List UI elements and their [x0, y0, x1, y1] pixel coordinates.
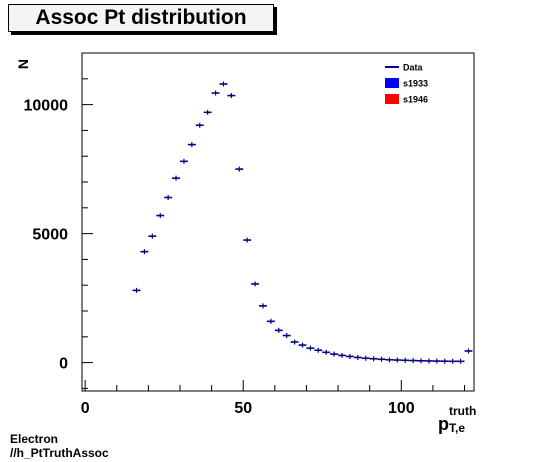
data-point [322, 349, 331, 355]
data-point [393, 357, 402, 363]
legend-label: s1946 [403, 95, 428, 105]
data-point [464, 348, 473, 354]
data-point [266, 318, 275, 324]
x-tick-label: 100 [388, 400, 415, 417]
data-point [377, 356, 386, 362]
legend-swatch [385, 78, 399, 88]
footer-line2: //h_PtTruthAssoc [10, 446, 109, 460]
x-axis-label: p truth T,e [438, 404, 476, 435]
data-point [290, 339, 299, 345]
data-point [385, 357, 394, 363]
legend-label: Data [403, 63, 424, 73]
data-point [180, 158, 188, 164]
data-point [417, 358, 425, 364]
data-point [401, 357, 410, 363]
data-point [353, 354, 362, 360]
data-point [369, 356, 378, 362]
data-point [235, 166, 244, 172]
data-point [361, 355, 370, 361]
data-point [219, 81, 228, 87]
x-tick-label: 50 [234, 400, 252, 417]
legend-swatch [385, 94, 399, 104]
data-point [440, 358, 449, 364]
y-tick-label: 10000 [24, 98, 69, 115]
data-point [203, 109, 212, 115]
data-point [314, 347, 323, 353]
data-point [448, 358, 457, 364]
data-point [211, 90, 220, 96]
data-point [187, 142, 196, 148]
legend-label: s1933 [403, 79, 428, 89]
x-tick-label: 0 [81, 400, 90, 417]
x-axis-label-sub: T,e [449, 421, 465, 435]
legend-entry: s1933 [385, 78, 428, 89]
data-point [298, 342, 307, 348]
data-point [432, 358, 441, 364]
footer-line1: Electron [10, 432, 59, 446]
axis-tick-labels: 0 50 100 0 5000 10000 [24, 98, 415, 417]
data-point [148, 233, 157, 239]
y-tick-label: 0 [59, 356, 68, 373]
data-point [345, 353, 354, 359]
data-point [259, 303, 267, 309]
y-tick-label: 5000 [32, 227, 68, 244]
data-point [409, 358, 418, 364]
data-point [330, 351, 339, 357]
data-point [243, 237, 252, 243]
x-axis-label-main: p [438, 414, 449, 434]
x-axis-label-sup: truth [449, 404, 476, 418]
data-point [172, 175, 180, 181]
plot-frame [81, 52, 475, 392]
data-point [164, 194, 173, 200]
data-point [140, 249, 149, 255]
data-point [306, 345, 315, 351]
data-point [338, 352, 346, 358]
data-point [227, 93, 236, 99]
data-point [251, 281, 260, 287]
data-point [274, 327, 283, 333]
y-axis-label: N [15, 59, 31, 69]
data-point [195, 122, 204, 128]
data-point [282, 333, 291, 339]
data-point [132, 287, 141, 293]
axis-ticks [82, 78, 466, 391]
legend-entry: s1946 [385, 94, 428, 105]
chart-title: Assoc Pt distribution [8, 4, 274, 32]
legend: Data s1933 s1946 [385, 63, 428, 105]
legend-entry: Data [385, 63, 424, 73]
data-points [132, 81, 473, 364]
data-point [456, 358, 465, 364]
data-point [425, 358, 433, 364]
data-point [156, 213, 165, 219]
